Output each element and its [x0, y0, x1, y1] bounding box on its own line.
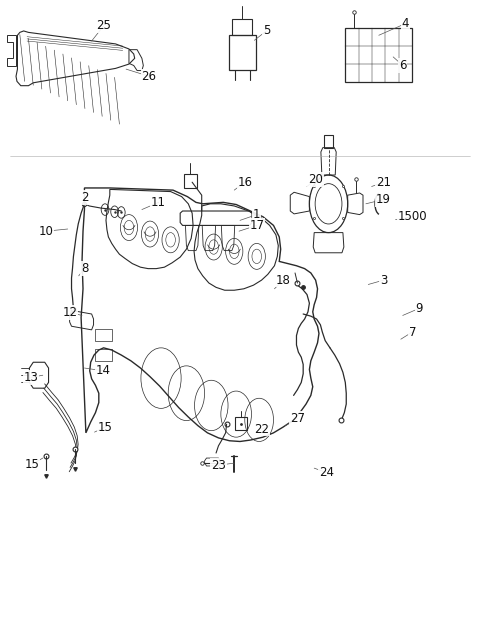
Text: 9: 9 [416, 301, 423, 315]
Text: 5: 5 [263, 24, 270, 38]
Text: 10: 10 [39, 225, 54, 237]
Text: 1500: 1500 [397, 210, 427, 224]
Text: 14: 14 [96, 364, 111, 377]
Text: 18: 18 [276, 274, 290, 286]
Text: 22: 22 [254, 423, 269, 436]
Text: 15: 15 [24, 458, 39, 471]
Text: 6: 6 [399, 59, 407, 72]
Text: 3: 3 [380, 274, 387, 286]
Text: 16: 16 [237, 176, 252, 188]
Text: 4: 4 [401, 17, 409, 30]
Text: 20: 20 [308, 173, 323, 186]
Text: 11: 11 [151, 196, 166, 209]
Text: 25: 25 [96, 19, 111, 33]
Text: 15: 15 [97, 421, 112, 433]
Text: 7: 7 [408, 325, 416, 338]
Text: 27: 27 [290, 412, 305, 425]
Text: 21: 21 [376, 176, 391, 188]
Text: 17: 17 [249, 219, 264, 232]
Text: 8: 8 [81, 262, 88, 275]
Text: 12: 12 [62, 306, 78, 319]
Text: 24: 24 [319, 466, 334, 479]
Text: 23: 23 [211, 458, 226, 472]
Text: 13: 13 [24, 371, 38, 384]
Text: 2: 2 [81, 191, 88, 204]
Text: 1: 1 [253, 208, 261, 221]
Text: 26: 26 [142, 70, 156, 83]
Text: 19: 19 [376, 193, 391, 206]
